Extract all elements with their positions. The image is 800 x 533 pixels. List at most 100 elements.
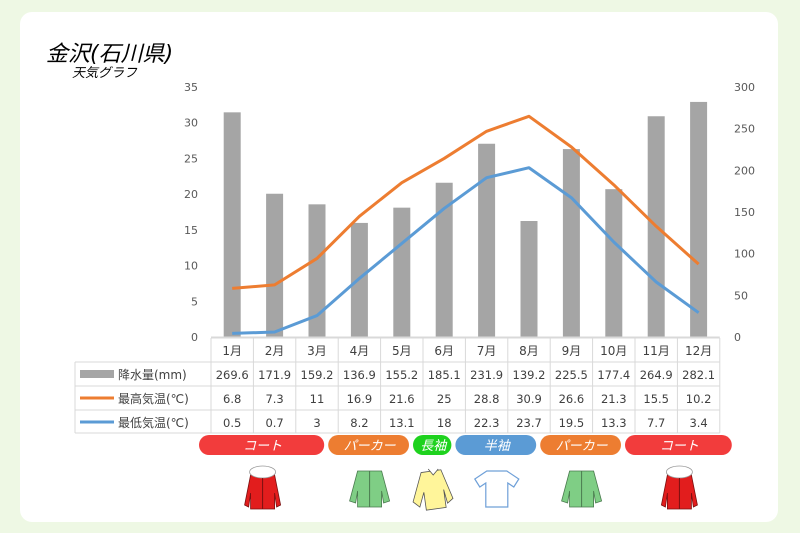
clothing-band	[540, 435, 621, 455]
right-axis-tick: 150	[734, 206, 755, 219]
chart-title: 金沢(石川県)	[46, 42, 174, 67]
precip-bar	[393, 207, 411, 337]
month-label: 5月	[392, 344, 412, 358]
table-cell: 3	[313, 416, 320, 430]
coat-icon	[244, 465, 282, 510]
month-label: 2月	[265, 344, 285, 358]
chart-subtitle: 天気グラフ	[72, 66, 138, 81]
left-axis-tick: 30	[184, 117, 198, 130]
clothing-band	[625, 435, 732, 455]
clothing-label: コート	[660, 439, 699, 454]
right-axis-tick: 100	[734, 248, 755, 261]
table-cell: 16.9	[347, 392, 373, 406]
table-cell: 136.9	[343, 368, 376, 382]
table-cell: 28.8	[474, 392, 500, 406]
table-cell: 26.6	[559, 392, 585, 406]
precip-bar	[605, 189, 623, 337]
left-axis-tick: 0	[191, 331, 198, 344]
table-cell: 8.2	[350, 416, 368, 430]
table-cell: 18	[437, 416, 452, 430]
parka-icon	[561, 470, 603, 508]
table-cell: 225.5	[555, 368, 588, 382]
table-cell: 25	[437, 392, 452, 406]
precip-bar	[223, 112, 241, 337]
t-shirt-icon	[473, 470, 520, 508]
clothing-band	[328, 435, 409, 455]
table-cell: 3.4	[689, 416, 707, 430]
table-cell: 15.5	[643, 392, 669, 406]
right-axis-tick: 50	[734, 289, 748, 302]
clothing-label: パーカー	[556, 439, 609, 454]
parka-icon	[349, 470, 391, 508]
table-cell: 159.2	[301, 368, 334, 382]
table-cell: 21.3	[601, 392, 627, 406]
precip-bar	[266, 193, 284, 337]
month-label: 1月	[222, 344, 242, 358]
precip-bar	[308, 204, 326, 337]
precip-bar	[435, 182, 453, 337]
left-axis-tick: 10	[184, 260, 198, 273]
right-axis-tick: 250	[734, 123, 755, 136]
month-label: 10月	[600, 344, 627, 358]
table-cell: 30.9	[516, 392, 542, 406]
clothing-band	[199, 435, 325, 455]
table-cell: 0.7	[265, 416, 283, 430]
clothing-band	[413, 435, 452, 455]
month-label: 4月	[350, 344, 370, 358]
month-label: 6月	[434, 344, 454, 358]
right-axis-tick: 200	[734, 164, 755, 177]
table-cell: 264.9	[640, 368, 673, 382]
clothing-label: パーカー	[344, 439, 397, 454]
table-cell: 7.3	[265, 392, 283, 406]
legend-label: 最高気温(℃)	[118, 391, 189, 406]
clothing-label: 長袖	[420, 439, 448, 454]
legend-label: 最低気温(℃)	[118, 415, 189, 430]
right-axis-tick: 300	[734, 81, 755, 94]
legend-label: 降水量(mm)	[118, 368, 187, 382]
table-cell: 155.2	[385, 368, 418, 382]
coat-icon	[660, 465, 698, 510]
table-cell: 6.8	[223, 392, 241, 406]
table-cell: 7.7	[647, 416, 665, 430]
precip-bar	[690, 101, 708, 338]
table-cell: 23.7	[516, 416, 542, 430]
precip-bar	[562, 149, 580, 337]
month-label: 8月	[519, 344, 539, 358]
left-axis-tick: 15	[184, 224, 198, 237]
month-label: 3月	[307, 344, 327, 358]
left-axis-tick: 35	[184, 81, 198, 94]
clothing-label: 半袖	[484, 439, 512, 454]
table-cell: 11	[310, 392, 325, 406]
table-cell: 13.1	[389, 416, 415, 430]
table-cell: 22.3	[474, 416, 500, 430]
table-cell: 171.9	[258, 368, 291, 382]
table-cell: 10.2	[686, 392, 712, 406]
table-cell: 139.2	[513, 368, 546, 382]
table-cell: 21.6	[389, 392, 415, 406]
table-cell: 282.1	[682, 368, 715, 382]
left-axis-tick: 25	[184, 152, 198, 165]
clothing-label: コート	[243, 439, 282, 454]
left-axis-tick: 20	[184, 188, 198, 201]
month-label: 9月	[562, 344, 582, 358]
precip-bar	[520, 221, 538, 337]
table-cell: 185.1	[428, 368, 461, 382]
table-cell: 0.5	[223, 416, 241, 430]
long-sleeve-shirt-icon	[412, 468, 454, 511]
max-temp-line	[232, 114, 700, 290]
left-axis-tick: 5	[191, 295, 198, 308]
table-cell: 231.9	[470, 368, 503, 382]
min-temp-line	[232, 166, 700, 335]
month-label: 12月	[685, 344, 712, 358]
table-cell: 269.6	[216, 368, 249, 382]
table-cell: 19.5	[559, 416, 585, 430]
month-label: 7月	[477, 344, 497, 358]
right-axis-tick: 0	[734, 331, 741, 344]
precip-bar	[478, 143, 496, 337]
legend-key-bar	[80, 370, 114, 378]
clothing-band	[455, 435, 537, 455]
month-label: 11月	[643, 344, 670, 358]
table-cell: 177.4	[597, 368, 630, 382]
table-cell: 13.3	[601, 416, 627, 430]
